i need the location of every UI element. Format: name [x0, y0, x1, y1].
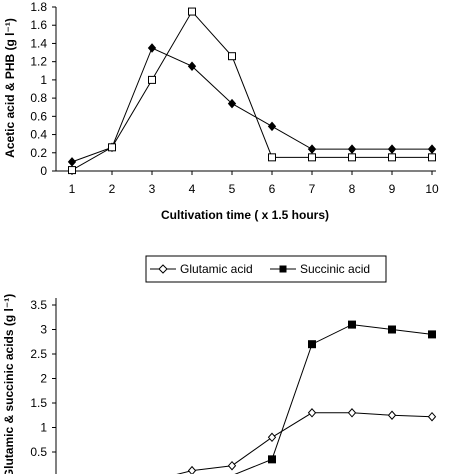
data-point: [268, 153, 276, 162]
data-point: [187, 61, 197, 71]
y-axis-title: Acetic acid & PHB (g l⁻¹): [3, 18, 17, 158]
data-point: [147, 43, 157, 53]
x-tick-label: 5: [229, 182, 236, 196]
data-point: [148, 75, 156, 84]
chart-acetic-phb: 0 0.2 0.4 0.6 0.8 1 1.2 1.4 1.6 1.8 1 2 3 4 5 6 7 8 9 10 A…: [3, 0, 439, 222]
y-tick-label: 3.5: [30, 298, 47, 312]
y-tick-label: 0.2: [30, 146, 47, 160]
data-point: [268, 455, 276, 464]
data-point: [227, 460, 237, 471]
y-axis-title: Glutamic & succinic acids (g l⁻¹): [2, 294, 16, 474]
data-point: [108, 143, 116, 152]
y-tick-label: 1: [40, 73, 47, 87]
legend-marker-succinic: [279, 265, 287, 273]
y-tick-label: 0.5: [30, 445, 47, 459]
data-point: [308, 340, 316, 349]
series-line-glutamic-acid: [176, 412, 433, 474]
data-point: [348, 153, 356, 162]
x-tick-label: 4: [189, 182, 196, 196]
data-point: [307, 144, 317, 154]
y-tick-label: 1.2: [30, 55, 47, 69]
y-tick-label: 2.5: [30, 347, 47, 361]
data-point: [308, 153, 316, 162]
y-tick-label: 3: [40, 323, 47, 337]
legend: Glutamic acid Succinic acid: [145, 255, 387, 283]
y-tick-label: 1.4: [30, 36, 47, 50]
data-point: [228, 52, 236, 61]
y-tick-label: 1.6: [30, 18, 47, 32]
x-tick-label: 6: [269, 182, 276, 196]
x-tick-label: 8: [349, 182, 356, 196]
x-tick-label: 2: [109, 182, 116, 196]
data-point: [348, 320, 356, 329]
x-tick-label: 10: [425, 182, 439, 196]
legend-marker-glutamic: [158, 264, 168, 274]
data-point: [387, 144, 397, 154]
y-tick-label: 2: [40, 372, 47, 386]
data-point: [427, 411, 437, 422]
x-tick-label: 1: [69, 182, 76, 196]
data-point: [387, 410, 397, 421]
legend-box: [145, 255, 387, 283]
data-point: [307, 408, 317, 418]
data-point: [227, 98, 237, 109]
legend-label-glutamic: Glutamic acid: [180, 262, 253, 276]
data-point: [388, 153, 396, 162]
x-tick-label: 3: [149, 182, 156, 196]
data-point: [347, 144, 357, 154]
legend-label-succinic: Succinic acid: [300, 262, 370, 276]
x-tick-label: 7: [309, 182, 316, 196]
data-point: [267, 432, 277, 443]
data-point: [68, 166, 76, 175]
data-point: [267, 121, 277, 132]
data-point: [188, 7, 196, 16]
y-tick-label: 0.4: [30, 128, 47, 142]
series-line-2: [71, 10, 432, 171]
data-point: [388, 325, 396, 334]
y-tick-label: 0.6: [30, 109, 47, 123]
series-line-1: [71, 47, 432, 163]
y-tick-label: 1.8: [30, 0, 47, 14]
y-tick-label: 0.8: [30, 91, 47, 105]
y-tick-label: 1: [40, 421, 47, 435]
x-tick-label: 9: [389, 182, 396, 196]
data-point: [427, 144, 437, 154]
y-tick-label: 0: [40, 164, 47, 178]
data-point: [347, 408, 357, 418]
chart-glutamic-succinic: 0.5 1 1.5 2 2.5 3 3.5 Glutamic & succinic acid…: [2, 294, 437, 474]
data-point: [67, 157, 77, 167]
data-point: [428, 153, 436, 162]
x-axis-title: Cultivation time ( x 1.5 hours): [161, 208, 329, 222]
data-point: [428, 330, 436, 339]
data-point: [187, 465, 197, 474]
y-tick-label: 1.5: [30, 396, 47, 410]
